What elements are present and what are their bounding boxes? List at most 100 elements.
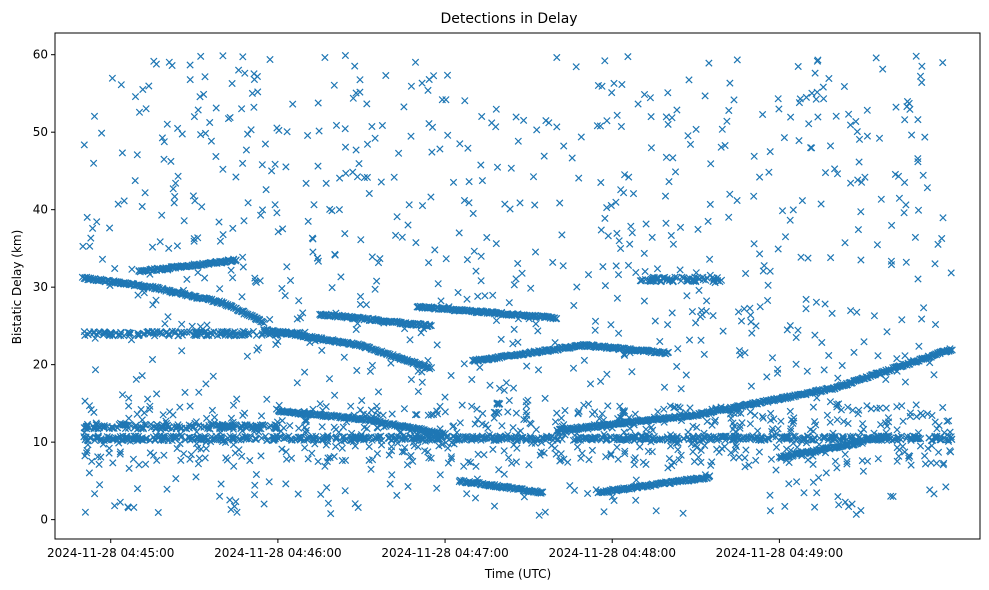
data-point bbox=[628, 229, 636, 237]
data-point bbox=[789, 206, 797, 214]
data-point bbox=[841, 450, 849, 458]
data-point bbox=[160, 432, 168, 440]
data-point bbox=[545, 119, 553, 127]
data-point bbox=[779, 433, 787, 442]
data-point bbox=[125, 420, 134, 429]
data-point bbox=[414, 387, 423, 396]
data-point bbox=[120, 197, 128, 205]
data-point bbox=[233, 508, 241, 516]
data-point bbox=[625, 173, 633, 181]
data-point bbox=[843, 460, 851, 468]
data-point bbox=[202, 380, 210, 388]
data-point bbox=[852, 117, 860, 126]
data-point bbox=[124, 328, 132, 336]
data-point bbox=[332, 434, 340, 442]
data-point bbox=[500, 434, 508, 442]
data-point bbox=[400, 448, 408, 456]
data-point bbox=[621, 449, 629, 458]
data-point bbox=[219, 165, 227, 173]
data-point bbox=[91, 334, 99, 342]
data-point bbox=[733, 56, 741, 64]
data-point bbox=[849, 406, 857, 414]
data-point bbox=[833, 170, 842, 178]
data-point bbox=[921, 133, 929, 141]
data-point bbox=[363, 100, 371, 108]
data-point bbox=[176, 403, 184, 411]
data-point bbox=[702, 297, 711, 305]
data-point bbox=[709, 311, 717, 320]
data-point bbox=[142, 435, 150, 444]
data-point bbox=[447, 453, 456, 461]
data-point bbox=[424, 411, 432, 419]
data-point bbox=[385, 451, 393, 459]
data-point bbox=[461, 97, 469, 105]
data-point bbox=[931, 432, 939, 440]
data-point bbox=[297, 433, 305, 441]
data-point bbox=[356, 406, 365, 414]
data-point bbox=[436, 402, 444, 411]
data-point bbox=[577, 454, 585, 462]
data-point bbox=[891, 170, 900, 179]
data-point bbox=[759, 267, 767, 275]
data-point bbox=[267, 167, 276, 175]
data-point bbox=[723, 117, 731, 125]
data-point bbox=[831, 457, 840, 465]
data-point bbox=[668, 309, 676, 317]
data-point bbox=[510, 441, 518, 449]
data-point bbox=[257, 412, 266, 420]
data-point bbox=[551, 418, 560, 426]
data-point bbox=[301, 416, 309, 425]
data-point bbox=[939, 403, 947, 412]
data-point bbox=[351, 442, 359, 450]
data-point bbox=[224, 114, 233, 123]
data-point bbox=[134, 330, 143, 338]
data-point bbox=[573, 283, 581, 291]
data-point bbox=[363, 173, 372, 182]
data-point bbox=[226, 432, 234, 440]
data-point bbox=[794, 62, 802, 71]
data-point bbox=[716, 277, 724, 286]
data-point bbox=[234, 66, 243, 74]
data-point bbox=[330, 81, 338, 89]
data-point bbox=[150, 332, 159, 340]
data-point bbox=[495, 384, 504, 393]
data-point bbox=[97, 435, 105, 443]
data-point bbox=[912, 412, 921, 421]
data-point bbox=[282, 455, 291, 463]
data-point bbox=[596, 122, 605, 130]
data-point bbox=[817, 200, 825, 208]
data-point bbox=[88, 224, 97, 233]
data-point bbox=[308, 449, 316, 457]
data-point bbox=[321, 53, 329, 62]
data-point bbox=[145, 82, 153, 90]
data-point bbox=[443, 71, 452, 79]
data-point bbox=[823, 411, 832, 419]
data-point bbox=[595, 414, 604, 423]
data-point bbox=[708, 458, 716, 466]
data-point bbox=[526, 419, 534, 427]
data-point bbox=[813, 489, 821, 497]
data-point bbox=[711, 416, 720, 424]
data-point bbox=[219, 420, 227, 429]
data-point bbox=[763, 296, 772, 305]
data-point bbox=[146, 449, 154, 457]
data-point bbox=[224, 331, 232, 339]
data-point bbox=[231, 449, 239, 457]
data-point bbox=[194, 460, 203, 468]
data-point bbox=[131, 92, 140, 101]
data-point bbox=[256, 211, 265, 219]
data-point bbox=[489, 291, 497, 299]
data-point bbox=[314, 457, 322, 466]
data-point bbox=[90, 490, 99, 498]
data-point bbox=[95, 481, 104, 489]
data-point bbox=[553, 123, 561, 131]
data-point bbox=[505, 396, 513, 405]
data-point bbox=[668, 461, 676, 470]
data-point bbox=[640, 90, 649, 99]
data-point bbox=[627, 433, 635, 442]
data-point bbox=[948, 346, 956, 354]
data-point bbox=[552, 314, 561, 323]
data-point bbox=[695, 286, 703, 295]
data-point bbox=[286, 276, 295, 285]
data-point bbox=[371, 285, 379, 293]
